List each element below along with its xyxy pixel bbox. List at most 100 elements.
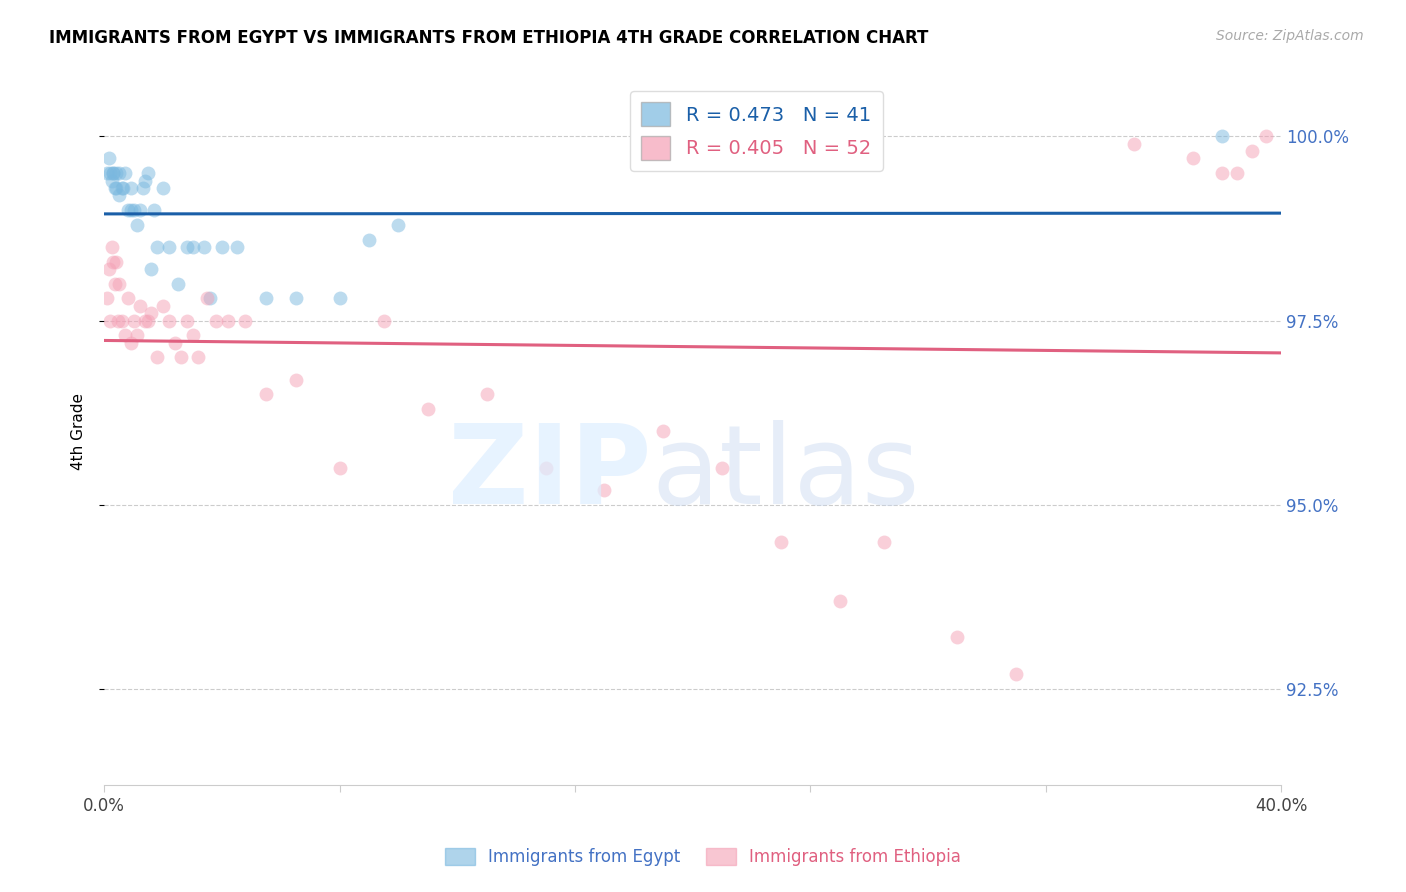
Point [111,181,134,195]
Point [254,387,277,401]
Point [235,313,257,327]
Point [254,292,277,306]
Point [101,166,124,180]
Point [187,351,209,365]
Point [120,335,142,350]
Point [101,254,124,268]
Point [108,166,131,180]
Point [134,313,156,327]
Text: ZIP: ZIP [449,420,651,527]
Point [1226,166,1249,180]
Point [125,328,148,343]
Point [105,254,128,268]
Text: Source: ZipAtlas.com: Source: ZipAtlas.com [1216,29,1364,43]
Point [711,461,734,475]
Legend: R = 0.473   N = 41, R = 0.405   N = 52: R = 0.473 N = 41, R = 0.405 N = 52 [630,91,883,171]
Point [128,299,150,313]
Point [387,218,409,232]
Point [105,166,128,180]
Point [195,292,218,306]
Point [97,262,120,277]
Point [146,351,169,365]
Point [217,313,239,327]
Point [96,166,118,180]
Point [181,328,204,343]
Point [176,313,198,327]
Point [1122,136,1144,151]
Point [134,173,156,187]
Point [152,299,174,313]
Point [96,292,118,306]
Point [131,181,153,195]
Point [104,277,127,291]
Point [117,292,139,306]
Point [769,534,792,549]
Point [117,202,139,217]
Point [176,240,198,254]
Point [100,240,122,254]
Y-axis label: 4th Grade: 4th Grade [72,392,86,469]
Point [114,328,136,343]
Point [284,292,307,306]
Point [873,534,896,549]
Point [157,313,180,327]
Point [416,402,439,417]
Point [125,218,148,232]
Point [111,313,134,327]
Point [205,313,228,327]
Text: IMMIGRANTS FROM EGYPT VS IMMIGRANTS FROM ETHIOPIA 4TH GRADE CORRELATION CHART: IMMIGRANTS FROM EGYPT VS IMMIGRANTS FROM… [49,29,928,46]
Point [141,306,163,320]
Point [211,240,233,254]
Point [122,313,145,327]
Point [105,181,128,195]
Point [112,181,135,195]
Point [108,188,131,202]
Point [166,277,188,291]
Point [141,262,163,277]
Point [534,461,557,475]
Point [475,387,498,401]
Point [1211,166,1233,180]
Point [329,292,352,306]
Point [1005,667,1028,681]
Point [122,202,145,217]
Point [652,424,675,438]
Point [193,240,215,254]
Point [357,233,380,247]
Point [100,173,122,187]
Point [593,483,616,497]
Point [152,181,174,195]
Point [373,313,395,327]
Point [97,152,120,166]
Point [128,202,150,217]
Point [329,461,352,475]
Point [1211,129,1233,144]
Point [98,313,121,327]
Point [828,593,851,607]
Point [98,166,121,180]
Point [143,202,166,217]
Point [120,202,142,217]
Point [170,351,193,365]
Point [198,292,221,306]
Point [1256,129,1278,144]
Point [146,240,169,254]
Point [181,240,204,254]
Point [1240,144,1263,158]
Point [157,240,180,254]
Point [163,335,186,350]
Point [138,313,160,327]
Legend: Immigrants from Egypt, Immigrants from Ethiopia: Immigrants from Egypt, Immigrants from E… [439,841,967,873]
Point [138,166,160,180]
Point [946,631,969,645]
Text: atlas: atlas [651,420,920,527]
Point [107,313,129,327]
Point [114,166,136,180]
Point [104,181,127,195]
Point [101,166,124,180]
Point [108,277,131,291]
Point [120,181,142,195]
Point [1181,152,1204,166]
Point [284,372,307,386]
Point [225,240,247,254]
